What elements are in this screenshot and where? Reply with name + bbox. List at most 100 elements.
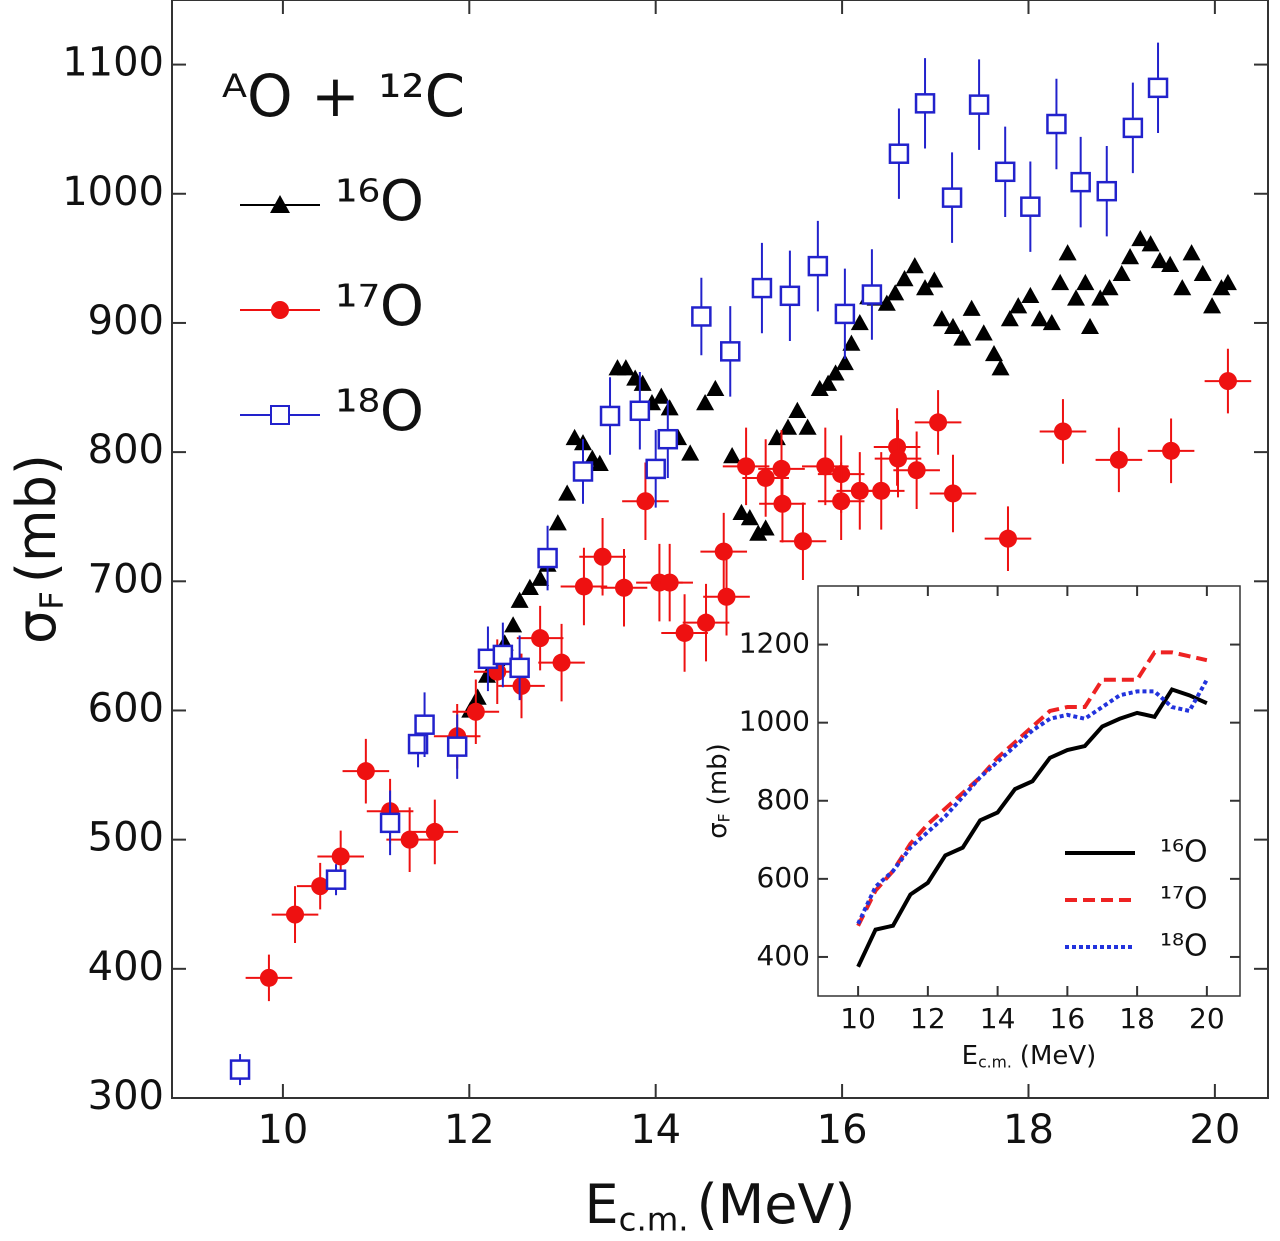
data-point <box>974 324 993 341</box>
data-point <box>1131 229 1150 247</box>
data-point <box>697 613 716 632</box>
data-line <box>856 687 1208 968</box>
data-point <box>510 591 529 608</box>
data-point <box>652 387 671 404</box>
data-point <box>311 877 330 896</box>
y-tick-label: 800 <box>88 427 164 473</box>
y-tick-label: 500 <box>88 815 164 861</box>
data-point <box>259 968 278 987</box>
data-point <box>1096 180 1118 202</box>
data-point <box>850 313 869 331</box>
data-point <box>565 428 584 446</box>
x-tick-label: 20 <box>1189 1107 1240 1153</box>
data-point <box>943 484 962 503</box>
data-point <box>943 317 962 335</box>
data-point <box>832 492 851 511</box>
legend-marker <box>270 195 290 213</box>
data-point <box>1080 317 1099 335</box>
data-point <box>1021 286 1040 304</box>
y-tick-label: 600 <box>88 685 164 731</box>
data-point <box>572 461 594 482</box>
data-point <box>810 379 829 397</box>
x-tick-label: 18 <box>1119 1002 1155 1035</box>
data-line <box>856 650 1208 927</box>
data-point <box>681 444 700 461</box>
data-point <box>773 494 792 513</box>
x-tick-label: 14 <box>630 1107 681 1153</box>
data-point <box>962 299 981 316</box>
y-tick-label: 800 <box>757 783 810 816</box>
legend-label: ¹⁸O <box>1160 929 1208 964</box>
data-point <box>717 587 736 606</box>
x-label-sub: c.m. <box>619 1201 689 1239</box>
data-point <box>798 418 817 435</box>
data-point <box>645 458 666 480</box>
data-point <box>574 577 593 596</box>
data-point <box>788 401 807 418</box>
data-point <box>706 379 725 397</box>
data-point <box>1112 264 1131 282</box>
data-point <box>1020 196 1041 217</box>
data-point <box>819 374 838 391</box>
legend-label: ¹⁷O <box>335 274 424 339</box>
data-point <box>660 399 679 416</box>
y-tick-label: 1000 <box>739 705 810 738</box>
y-tick-label: 1100 <box>62 40 164 86</box>
data-point <box>953 329 972 346</box>
data-point <box>590 454 609 471</box>
data-point <box>636 492 655 511</box>
data-point <box>675 623 694 642</box>
data-point <box>512 676 531 695</box>
data-point <box>1218 273 1237 291</box>
data-point <box>446 736 468 757</box>
data-point <box>520 578 539 595</box>
data-point <box>1070 171 1091 193</box>
data-point <box>615 578 634 597</box>
data-point <box>916 279 935 296</box>
data-point <box>558 484 577 501</box>
data-point <box>548 514 567 531</box>
data-point <box>660 573 679 592</box>
data-point <box>593 547 612 566</box>
data-point <box>509 657 530 679</box>
data-point <box>816 457 835 476</box>
data-point <box>994 161 1016 183</box>
data-point <box>1076 273 1095 291</box>
x-label-symbol: E <box>962 1041 978 1071</box>
data-point <box>895 270 914 287</box>
legend-marker <box>270 405 290 425</box>
data-point <box>1193 264 1212 282</box>
x-tick-label: 12 <box>910 1002 946 1035</box>
data-point <box>1162 441 1181 460</box>
data-point <box>793 532 812 551</box>
data-point <box>1182 244 1201 261</box>
x-tick-label: 18 <box>1003 1107 1054 1153</box>
x-label-unit: (MeV) <box>697 1173 856 1236</box>
data-point <box>1051 273 1070 291</box>
data-point <box>325 869 347 890</box>
x-tick-label: 16 <box>1050 1002 1086 1035</box>
y-tick-label: 600 <box>757 861 810 894</box>
data-line <box>856 678 1209 925</box>
legend-marker <box>271 301 289 319</box>
data-point <box>1091 289 1110 306</box>
data-point <box>1000 310 1019 327</box>
data-point <box>941 187 963 208</box>
y-tick-label: 400 <box>757 939 810 972</box>
data-point <box>932 310 951 327</box>
data-point <box>599 405 621 427</box>
data-point <box>531 629 550 648</box>
data-point <box>756 519 775 536</box>
data-point <box>657 428 679 450</box>
data-point <box>914 93 936 114</box>
data-point <box>886 284 905 301</box>
x-tick-label: 20 <box>1189 1002 1225 1035</box>
y-label-sub: F <box>715 813 733 822</box>
data-point <box>537 547 558 569</box>
data-point <box>1009 297 1028 314</box>
data-point <box>407 733 429 755</box>
y-tick-label: 300 <box>88 1073 164 1119</box>
data-point <box>968 94 990 115</box>
data-point <box>888 143 910 164</box>
data-point <box>723 446 742 464</box>
